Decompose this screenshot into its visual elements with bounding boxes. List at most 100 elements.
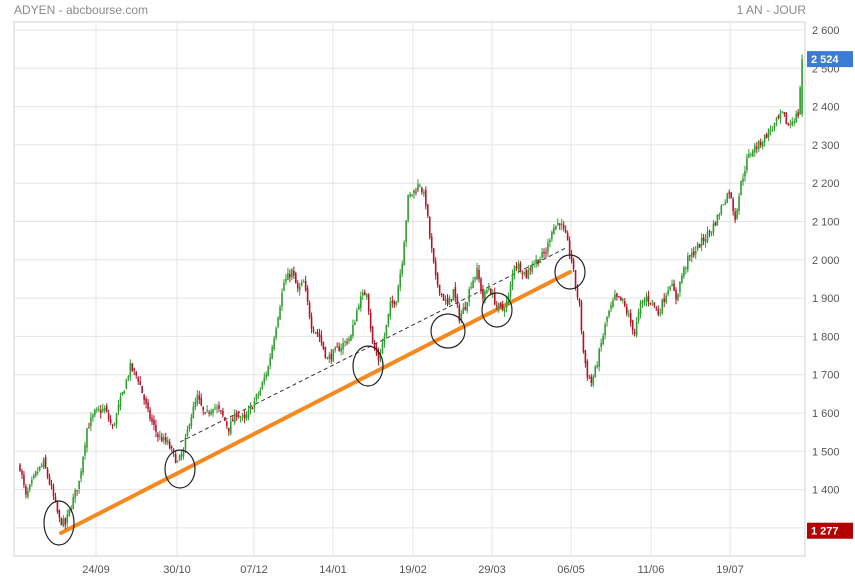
candle-body xyxy=(356,310,358,321)
candle-body xyxy=(64,518,67,525)
candle-body xyxy=(793,121,796,123)
candle-body xyxy=(255,394,258,400)
candle-body xyxy=(440,293,443,295)
candle-body xyxy=(198,395,201,400)
candle-body xyxy=(683,267,685,277)
x-tick-label: 11/06 xyxy=(638,564,665,576)
x-tick-label: 19/07 xyxy=(716,564,744,576)
y-tick-label: 1 900 xyxy=(812,293,840,305)
candle-body xyxy=(466,302,468,311)
candle-body xyxy=(761,142,764,147)
candle-body xyxy=(765,134,768,139)
candle-body xyxy=(665,295,667,303)
candle-body xyxy=(649,303,652,305)
candle-body xyxy=(182,449,185,456)
candle-body xyxy=(557,222,559,225)
candle-body xyxy=(495,305,498,307)
x-tick-label: 24/09 xyxy=(82,564,110,576)
candle-body xyxy=(635,321,638,336)
y-tick-label: 2 200 xyxy=(812,178,840,190)
candle-body xyxy=(237,415,240,418)
candle-body xyxy=(720,205,723,215)
candle-body xyxy=(517,264,520,270)
candle-body xyxy=(598,348,600,367)
candle-body xyxy=(582,331,585,352)
touch-point-circle xyxy=(554,254,586,290)
candle-body xyxy=(448,297,451,305)
candle-body xyxy=(149,409,151,419)
candle-body xyxy=(98,409,100,411)
candle-body xyxy=(659,312,662,314)
candle-body xyxy=(527,270,530,279)
candle-body xyxy=(348,338,350,341)
candle-body xyxy=(50,484,53,487)
candle-body xyxy=(218,405,220,409)
candle-body xyxy=(253,400,256,408)
candle-body xyxy=(750,154,752,156)
candle-body xyxy=(178,455,181,461)
candle-body xyxy=(470,286,472,288)
candle-body xyxy=(740,180,742,195)
candle-body xyxy=(432,248,435,262)
trendlines xyxy=(59,247,572,535)
candle-body xyxy=(783,112,786,115)
candle-body xyxy=(352,324,354,336)
candle-body xyxy=(147,402,149,410)
candle-body xyxy=(655,308,658,310)
candle-body xyxy=(452,288,455,301)
candle-body xyxy=(600,343,602,347)
candle-body xyxy=(320,335,323,343)
candle-body xyxy=(748,153,750,158)
candle-body xyxy=(669,286,671,290)
y-tick-label: 1 500 xyxy=(812,446,840,458)
candle-body xyxy=(44,457,47,469)
candle-body xyxy=(231,419,234,422)
candle-body xyxy=(458,305,461,321)
candle-body xyxy=(675,289,677,300)
candle-body xyxy=(129,362,132,377)
candle-body xyxy=(226,421,228,426)
candle-body xyxy=(184,437,187,449)
candle-body xyxy=(204,412,206,414)
candle-body xyxy=(60,518,63,526)
candle-body xyxy=(716,215,719,226)
candle-body xyxy=(631,320,634,331)
candle-body xyxy=(801,59,803,115)
candle-body xyxy=(206,410,208,412)
candle-body xyxy=(663,298,665,302)
candle-body xyxy=(19,464,21,471)
candle-body xyxy=(23,474,25,485)
candle-body xyxy=(596,365,599,368)
candle-body xyxy=(196,395,199,404)
candle-body xyxy=(385,324,388,337)
candle-body xyxy=(562,225,565,229)
candle-body xyxy=(454,286,457,298)
candle-body xyxy=(543,251,545,254)
candle-body xyxy=(639,302,642,314)
candle-body xyxy=(109,419,112,424)
candle-body xyxy=(423,191,425,194)
candle-body xyxy=(72,497,74,509)
candle-body xyxy=(568,240,571,255)
candle-body xyxy=(103,407,106,411)
candle-body xyxy=(151,417,153,422)
candle-body xyxy=(342,342,344,350)
candle-body xyxy=(712,223,715,233)
candle-body xyxy=(425,190,427,206)
candle-body xyxy=(456,296,459,305)
candle-body xyxy=(795,113,797,123)
candle-body xyxy=(316,331,319,335)
candle-body xyxy=(714,222,717,226)
candle-body xyxy=(724,202,727,205)
candle-body xyxy=(361,292,364,296)
candle-body xyxy=(722,204,725,206)
candle-body xyxy=(304,280,307,291)
y-tick-label: 1 600 xyxy=(812,408,840,420)
y-tick-label: 2 300 xyxy=(812,140,840,152)
candle-body xyxy=(480,278,482,292)
candle-body xyxy=(68,509,71,516)
candle-body xyxy=(373,342,376,349)
candle-body xyxy=(279,307,281,320)
candle-body xyxy=(96,408,98,410)
candle-body xyxy=(730,192,732,198)
